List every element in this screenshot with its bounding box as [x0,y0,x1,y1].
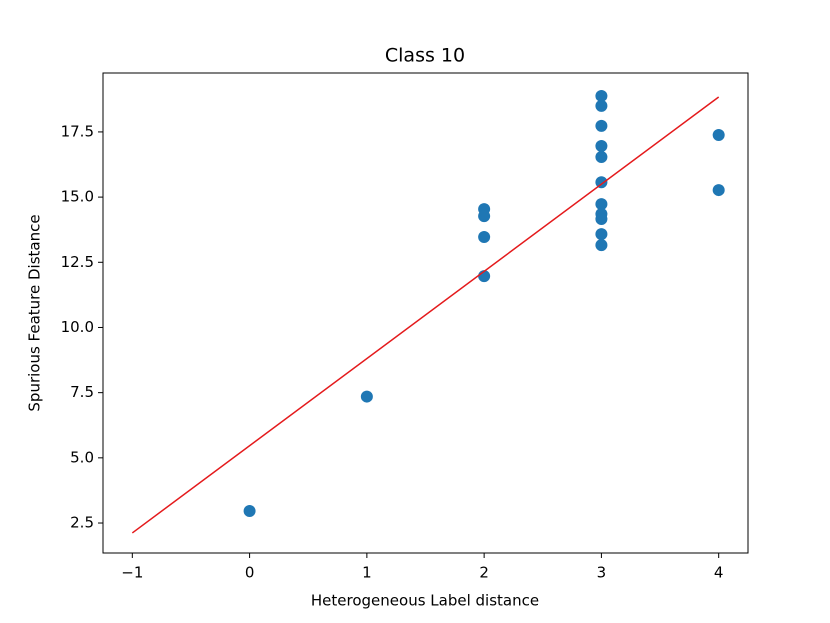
point [595,239,608,252]
point [595,150,608,163]
x-tick-label: 3 [597,564,607,582]
y-axis-label: Spurious Feature Distance [26,214,44,411]
point [595,198,608,211]
point [595,228,608,241]
point [712,184,725,197]
point [595,176,608,189]
x-tick-label: 4 [714,564,724,582]
point [595,119,608,132]
x-tick-label: 2 [479,564,489,582]
y-tick-label: 7.5 [70,383,94,401]
plot-frame [102,72,749,554]
x-axis-label: Heterogeneous Label distance [311,592,539,610]
y-tick-label: 15.0 [61,188,94,206]
fit-line [131,96,720,534]
x-tick-label: 1 [362,564,372,582]
point [243,505,256,518]
point [595,89,608,102]
y-tick-label: 10.0 [61,318,94,336]
point [595,99,608,112]
point [712,129,725,142]
point [595,213,608,226]
point [595,140,608,153]
point [478,210,491,223]
y-tick-label: 2.5 [70,514,94,532]
chart-title: Class 10 [385,45,465,67]
point [360,390,373,403]
y-tick-label: 12.5 [61,253,94,271]
y-tick-label: 17.5 [61,122,94,140]
point [478,230,491,243]
x-tick-label: 0 [245,564,255,582]
y-tick-label: 5.0 [70,448,94,466]
x-tick-label: −1 [121,564,143,582]
